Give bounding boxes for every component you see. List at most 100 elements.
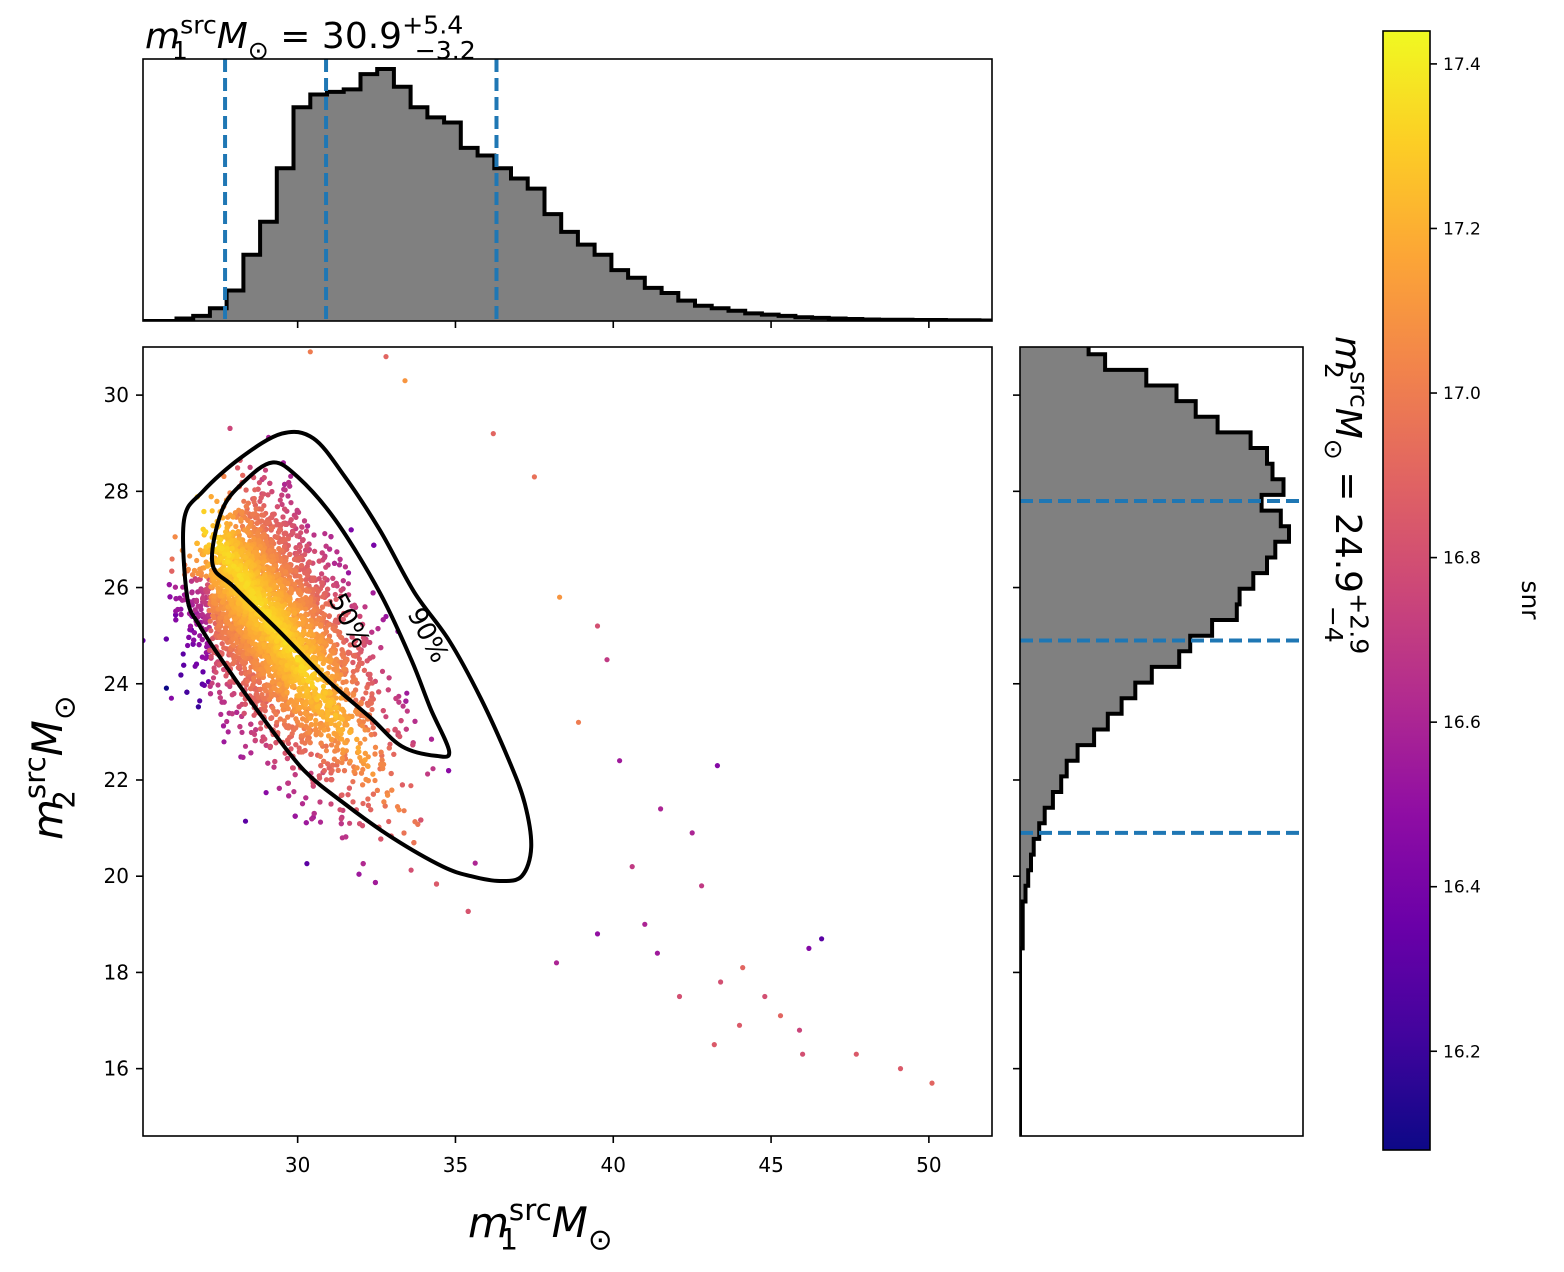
scatter-point [297, 544, 303, 550]
scatter-point [253, 727, 259, 733]
scatter-point [265, 666, 272, 672]
scatter-point [378, 761, 384, 768]
scatter-point [219, 641, 225, 647]
scatter-point [293, 545, 299, 551]
scatter-point [281, 718, 287, 724]
scatter-point [317, 799, 323, 805]
scatter-point [290, 530, 296, 536]
scatter-point [235, 465, 241, 471]
scatter-point [393, 695, 399, 702]
scatter-point [472, 860, 478, 866]
scatter-point [195, 704, 201, 710]
scatter-point [248, 721, 254, 727]
scatter-point [430, 766, 436, 772]
scatter-point [191, 637, 197, 643]
scatter-point [296, 555, 302, 562]
scatter-point [265, 492, 271, 498]
scatter-point [338, 821, 344, 827]
scatter-point [173, 617, 179, 623]
scatter-point [306, 567, 312, 573]
scatter-point [277, 497, 283, 503]
scatter-point [227, 679, 233, 685]
scatter-point [292, 772, 298, 778]
scatter-point [336, 721, 342, 727]
scatter-point [299, 722, 305, 728]
scatter-point [261, 475, 267, 481]
scatter-point [218, 711, 224, 718]
scatter-point [367, 671, 373, 678]
scatter-point [386, 745, 392, 751]
scatter-point [208, 628, 214, 634]
scatter-point [364, 658, 370, 664]
scatter-point [203, 573, 209, 579]
scatter-point [188, 578, 195, 584]
scatter-point [241, 710, 247, 717]
scatter-point [336, 613, 342, 620]
scatter-point [286, 479, 292, 486]
scatter-point [325, 586, 331, 592]
scatter-point [198, 586, 204, 592]
scatter-point [331, 730, 337, 737]
scatter-point [308, 648, 314, 654]
scatter-point [163, 685, 169, 691]
scatter-point [369, 629, 375, 635]
scatter-point [261, 642, 267, 648]
scatter-point [169, 556, 175, 562]
scatter-point [330, 575, 336, 581]
scatter-point [238, 516, 244, 523]
scatter-point [329, 742, 335, 748]
scatter-point [285, 493, 291, 499]
scatter-point [372, 879, 378, 886]
scatter-point [326, 613, 332, 619]
scatter-point [254, 520, 260, 526]
scatter-point [244, 543, 250, 549]
scatter-point [274, 522, 280, 528]
scatter-point [332, 591, 338, 598]
scatter-point [236, 627, 242, 633]
scatter-point [221, 699, 227, 705]
scatter-point [286, 598, 293, 604]
scatter-point [291, 610, 298, 616]
scatter-point [346, 592, 352, 598]
scatter-point [392, 727, 398, 733]
scatter-plot [143, 349, 935, 1086]
scatter-point [345, 581, 351, 587]
scatter-point [299, 801, 306, 807]
scatter-point [401, 830, 407, 836]
scatter-point [253, 506, 259, 512]
scatter-point [333, 596, 339, 602]
scatter-point [372, 777, 378, 784]
scatter-point [282, 569, 288, 575]
scatter-point [186, 634, 192, 641]
scatter-point [312, 548, 318, 554]
scatter-point [338, 728, 344, 734]
scatter-point [172, 584, 178, 590]
scatter-point [207, 691, 214, 697]
scatter-point [340, 747, 346, 753]
scatter-point [330, 625, 336, 632]
scatter-point [403, 698, 409, 704]
scatter-point [345, 570, 352, 576]
scatter-point [197, 698, 203, 704]
scatter-point [362, 604, 368, 610]
scatter-point [242, 701, 248, 707]
scatter-point [282, 481, 288, 487]
scatter-point [388, 770, 394, 777]
scatter-point [236, 663, 242, 669]
scatter-point [273, 518, 279, 524]
scatter-point [291, 789, 297, 795]
scatter-point [360, 861, 366, 867]
scatter-point [308, 699, 314, 705]
scatter-point [343, 834, 349, 840]
scatter-point [396, 699, 402, 705]
scatter-point [207, 618, 213, 624]
scatter-point [369, 691, 375, 697]
scatter-point [251, 675, 257, 681]
scatter-point [221, 666, 227, 673]
scatter-point [329, 767, 335, 774]
scatter-point [351, 602, 358, 608]
scatter-point [258, 495, 264, 501]
scatter-point [353, 708, 359, 715]
scatter-point [224, 718, 230, 725]
scatter-point [361, 667, 367, 673]
